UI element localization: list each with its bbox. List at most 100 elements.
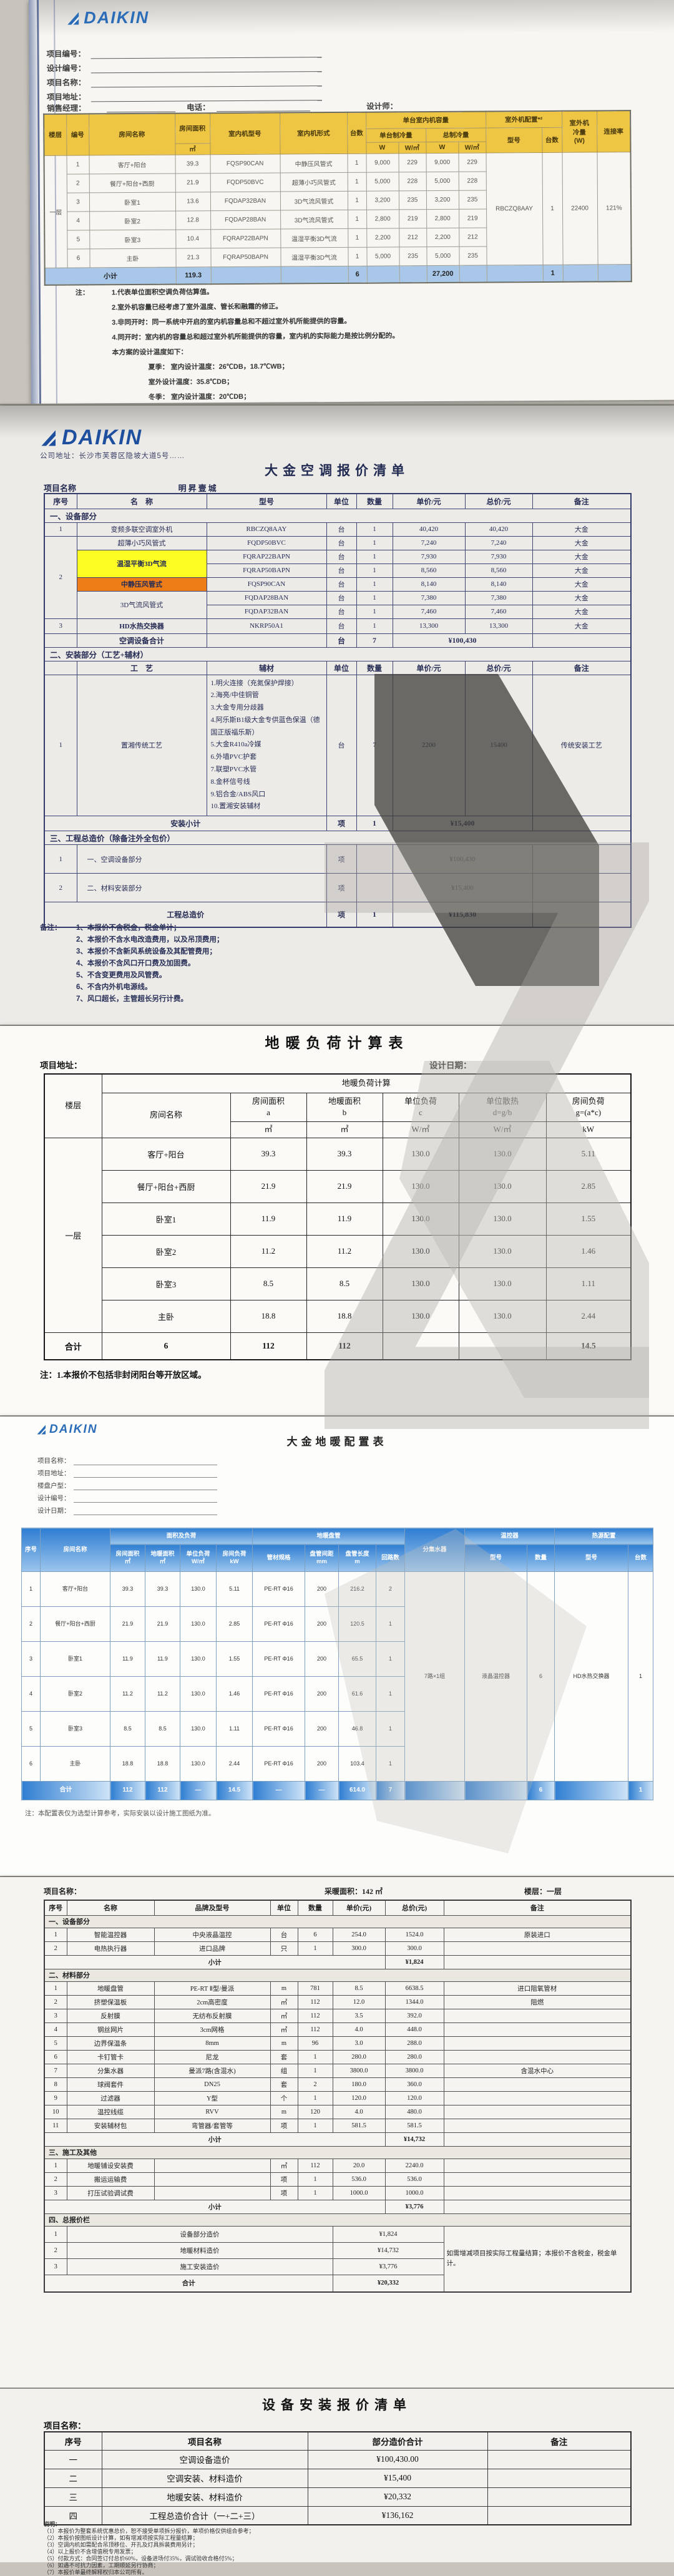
cell: 序号 <box>44 1900 67 1916</box>
cell: 130.0 <box>180 1641 217 1677</box>
cell: 单位散热 d=g/b <box>458 1092 547 1122</box>
summary-title: 设备安装报价清单 <box>262 2398 412 2413</box>
cell <box>532 633 632 648</box>
cell: 台 <box>326 522 357 537</box>
cell: 21.9 <box>110 1606 145 1642</box>
cell <box>356 873 393 903</box>
cell: 536.0 <box>384 2172 444 2187</box>
cell: 工程总造价合计（一+二+三） <box>101 2505 308 2525</box>
cell: 15400 <box>464 674 533 817</box>
note-label: 说明： <box>44 2521 61 2527</box>
table-row: 10 温控线缆 RVV m 120 4.0 480.0 <box>44 2104 632 2119</box>
cell: 1 <box>44 674 77 817</box>
cell: 大金 <box>532 590 632 605</box>
cell: 合计 <box>44 1332 102 1360</box>
cell: 卧室2 <box>89 210 176 230</box>
project-name-value: 明昇壹城 <box>178 484 218 493</box>
cell: 21.9 <box>306 1169 383 1203</box>
cell: 280.0 <box>332 2049 386 2064</box>
cell: 5,000 <box>426 246 459 266</box>
cell: 9 <box>44 2091 67 2105</box>
cell: 卧室1 <box>101 1202 231 1236</box>
cell: 1 <box>542 152 563 265</box>
cell: 大金 <box>532 604 632 619</box>
field-label: 楼盘户型： <box>37 1482 71 1490</box>
form-field-row: 项目名称： <box>37 1453 243 1465</box>
cell: 180.0 <box>332 2077 386 2092</box>
cell: 台数 <box>347 112 366 154</box>
cell: 4 <box>67 211 90 230</box>
cell: 项 <box>270 2172 298 2187</box>
cell: 112 <box>306 1332 383 1360</box>
cell: 楼层 <box>44 1073 102 1138</box>
table-row: 合计 ¥20,332 <box>44 2274 631 2293</box>
cell: 一 <box>44 2449 102 2469</box>
cell: 四、总报价栏 <box>44 2213 632 2227</box>
cell: 8.5 <box>332 1981 386 1996</box>
cell: 10.4 <box>175 229 211 248</box>
cell: 200 <box>305 1641 339 1677</box>
cell: 200 <box>305 1711 339 1747</box>
cell: 总制冷量 <box>426 127 486 142</box>
cell: 项目名称 <box>101 2431 308 2451</box>
cell: ¥136,162 <box>307 2505 488 2525</box>
cell: 电热执行器 <box>66 1941 155 1956</box>
cell: 项 <box>326 902 357 928</box>
cell: 14.5 <box>215 1781 253 1800</box>
cell: 连接率 <box>597 110 631 152</box>
cell: 254.0 <box>332 1927 386 1942</box>
cell: 112 <box>297 2158 333 2173</box>
daikin-logo: DAIKIN <box>40 426 142 450</box>
cell: 5.11 <box>545 1137 632 1171</box>
cell <box>532 816 632 832</box>
cell: 6 <box>67 248 90 268</box>
cell: W/㎡ <box>398 142 426 154</box>
cell: 钢丝网片 <box>66 2022 155 2037</box>
ac-config-table: 楼层 编号 房间名称 房间面积 室内机型号 室内机形式 台数 单台室内机容量 室外机配置*² 室外… <box>43 110 632 286</box>
brand-text: DAIKIN <box>49 1423 98 1436</box>
table-row: 2 餐厅+阳台+西厨 21.9 21.9 130.0 2.85 PE-RT Φ16 200 12… <box>21 1606 653 1642</box>
cell: 8,140 <box>464 577 533 592</box>
cell: 1000.0 <box>384 2185 444 2200</box>
cell: 球阀套件 <box>66 2077 155 2092</box>
cell: 3 <box>66 192 90 212</box>
cell: 9,000 <box>426 152 459 172</box>
table-row: 楼层 地暖负荷计算 <box>44 1073 632 1138</box>
cell: 2240.0 <box>384 2158 444 2173</box>
cell: 1.46 <box>215 1676 253 1712</box>
cell: 单价/元 <box>392 493 466 509</box>
cell: 219 <box>399 209 427 228</box>
cell: 11.9 <box>110 1641 145 1677</box>
cell: 备注 <box>487 2431 632 2451</box>
cell: 21.9 <box>145 1606 180 1642</box>
cell: 2 <box>44 873 77 903</box>
cell: 地暖铺设安装费 <box>66 2158 155 2173</box>
cell: 39.3 <box>306 1137 383 1171</box>
cell: FQRAP50BAPN <box>210 247 281 267</box>
cell: 台 <box>326 604 357 619</box>
cell: 温湿平衡3D气流 <box>76 549 207 578</box>
cell <box>443 2118 632 2133</box>
cell: 备注 <box>532 660 632 675</box>
cell: 中静压风管式 <box>280 153 348 173</box>
cell: W/㎡ <box>458 1121 547 1138</box>
cell: 1 <box>44 1981 67 1996</box>
table-row: 1 地暖盘管 PE-RT Ⅱ型/曼派 m 781 8.5 6638.5 进口阻氧管材 <box>44 1981 632 1996</box>
cell: 235 <box>458 190 487 209</box>
cell: 39.3 <box>175 154 210 173</box>
cell: 27,200 <box>426 265 459 283</box>
note-line: （6）如遇不可抗力因素，工期顺延另行协商； <box>44 2562 159 2569</box>
cell: 3D气流风管式 <box>76 590 207 619</box>
cell: PE-RT Φ16 <box>252 1676 306 1712</box>
cell: 一层 <box>44 1137 102 1333</box>
cell: 1 <box>66 155 89 174</box>
heating-area-label: 采暖面积：142 ㎡ <box>325 1887 383 1896</box>
sales-manager-label: 销售经理： <box>47 104 86 113</box>
cell: 编号 <box>66 114 89 155</box>
cell: 200 <box>305 1676 339 1712</box>
cell: ¥100,430 <box>392 633 533 648</box>
cell: 如需增减项目按实际工程量结算；本报价不含税金，税金单计。 <box>443 2225 632 2293</box>
cell: 1.55 <box>545 1202 632 1236</box>
cell: 1 <box>376 1606 406 1642</box>
cell: 7路×1组 <box>404 1571 466 1782</box>
